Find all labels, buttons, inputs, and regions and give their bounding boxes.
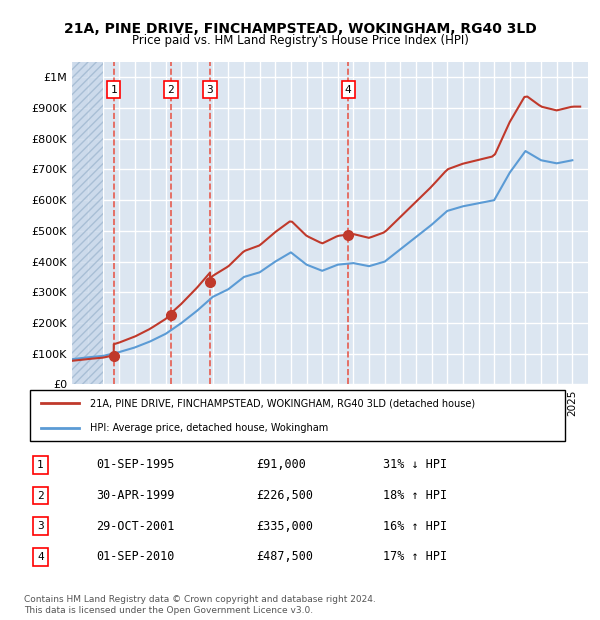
Text: 1: 1 [37, 460, 44, 470]
Text: 2: 2 [167, 85, 175, 95]
Text: 1: 1 [110, 85, 117, 95]
FancyBboxPatch shape [29, 391, 565, 440]
Text: 21A, PINE DRIVE, FINCHAMPSTEAD, WOKINGHAM, RG40 3LD (detached house): 21A, PINE DRIVE, FINCHAMPSTEAD, WOKINGHA… [90, 398, 475, 408]
Text: 18% ↑ HPI: 18% ↑ HPI [383, 489, 447, 502]
Text: 2: 2 [37, 490, 44, 500]
Text: HPI: Average price, detached house, Wokingham: HPI: Average price, detached house, Woki… [90, 423, 328, 433]
Text: £335,000: £335,000 [256, 520, 313, 533]
Text: 01-SEP-1995: 01-SEP-1995 [96, 458, 174, 471]
Text: 31% ↓ HPI: 31% ↓ HPI [383, 458, 447, 471]
Text: Contains HM Land Registry data © Crown copyright and database right 2024.
This d: Contains HM Land Registry data © Crown c… [24, 595, 376, 614]
Text: 17% ↑ HPI: 17% ↑ HPI [383, 551, 447, 564]
Text: 4: 4 [37, 552, 44, 562]
Text: 16% ↑ HPI: 16% ↑ HPI [383, 520, 447, 533]
Text: 21A, PINE DRIVE, FINCHAMPSTEAD, WOKINGHAM, RG40 3LD: 21A, PINE DRIVE, FINCHAMPSTEAD, WOKINGHA… [64, 22, 536, 36]
Text: £226,500: £226,500 [256, 489, 313, 502]
Text: 3: 3 [206, 85, 214, 95]
Text: £91,000: £91,000 [256, 458, 306, 471]
Bar [72, 62, 103, 384]
Text: £487,500: £487,500 [256, 551, 313, 564]
Text: Price paid vs. HM Land Registry's House Price Index (HPI): Price paid vs. HM Land Registry's House … [131, 34, 469, 47]
Text: 29-OCT-2001: 29-OCT-2001 [96, 520, 174, 533]
Text: 30-APR-1999: 30-APR-1999 [96, 489, 174, 502]
Text: 01-SEP-2010: 01-SEP-2010 [96, 551, 174, 564]
Text: 4: 4 [345, 85, 352, 95]
Text: 3: 3 [37, 521, 44, 531]
